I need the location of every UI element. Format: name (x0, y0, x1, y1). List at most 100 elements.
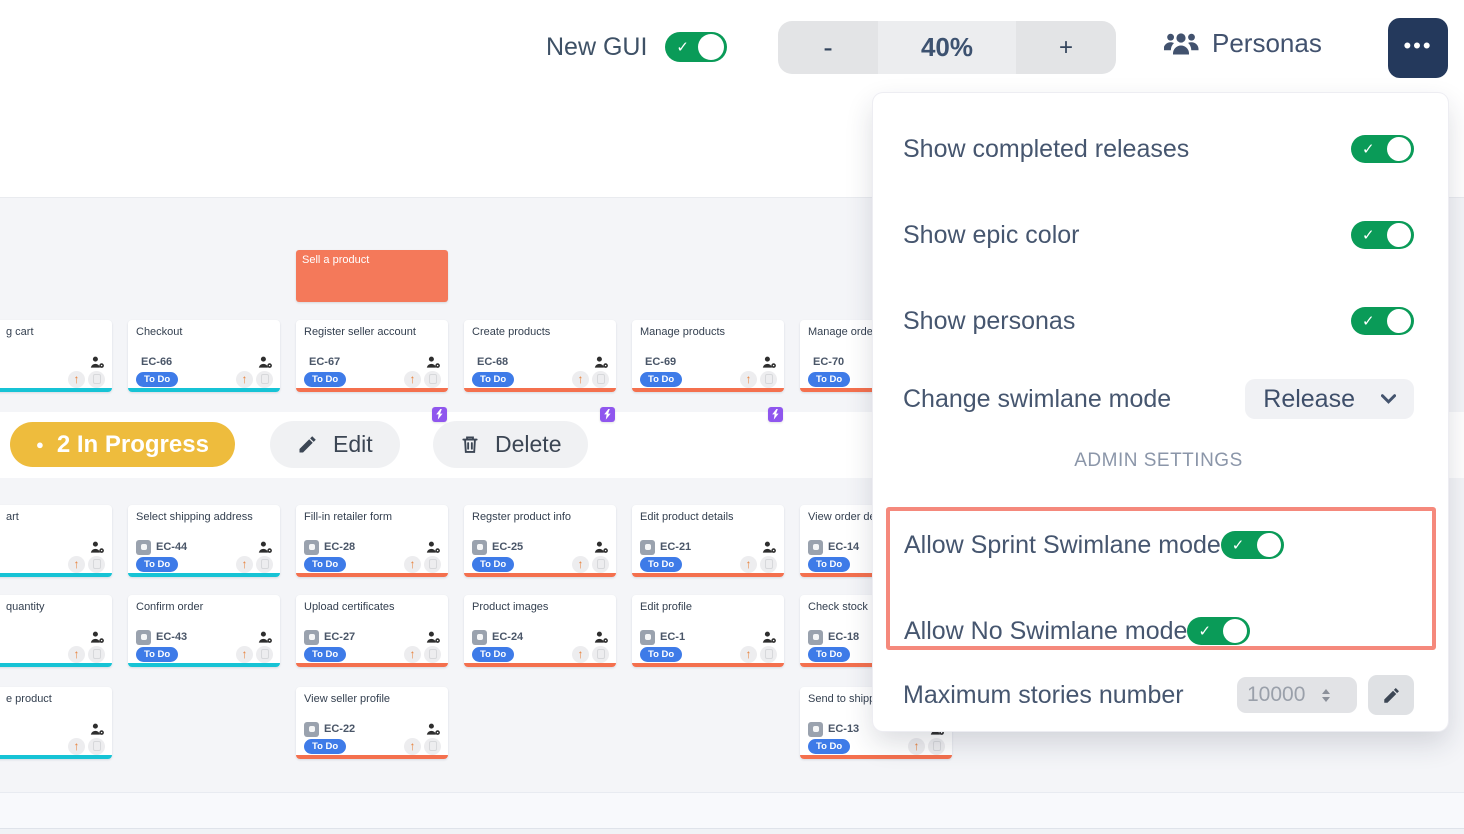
priority-up-icon[interactable] (572, 555, 589, 573)
ghost-action-icon[interactable] (760, 555, 777, 573)
new-gui-control: New GUI (546, 32, 728, 62)
priority-up-icon[interactable] (68, 370, 85, 388)
priority-up-icon[interactable] (404, 370, 421, 388)
ghost-action-icon[interactable] (592, 645, 609, 663)
priority-up-icon[interactable] (236, 370, 253, 388)
card-meta: EC-27 (304, 629, 441, 645)
settings-toggle-label: Show personas (903, 306, 1076, 335)
story-card[interactable]: Register seller account EC-67 To Do (296, 320, 615, 422)
priority-up-icon[interactable] (68, 555, 85, 573)
delete-button[interactable]: Delete (433, 421, 589, 468)
number-spinner-icon[interactable] (1305, 688, 1347, 702)
card-accent (296, 573, 448, 577)
story-card[interactable]: Product images EC-24 To Do (464, 595, 616, 667)
ghost-action-icon[interactable] (256, 370, 273, 388)
admin-toggle[interactable] (1187, 617, 1251, 645)
admin-toggle[interactable] (1220, 531, 1284, 559)
ghost-action-icon[interactable] (424, 555, 441, 573)
release-status-badge[interactable]: ● 2 In Progress (10, 422, 235, 467)
story-card[interactable]: Upload certificates EC-27 To Do (296, 595, 448, 667)
story-card[interactable]: Create products EC-68 To Do (464, 320, 783, 422)
card-actions (572, 555, 609, 573)
settings-toggle[interactable] (1351, 307, 1414, 335)
story-card[interactable]: e product (0, 687, 112, 759)
story-type-icon (304, 629, 319, 645)
ghost-action-icon[interactable] (424, 645, 441, 663)
card-meta: EC-43 (136, 629, 273, 645)
priority-up-icon[interactable] (908, 737, 925, 755)
settings-toggle[interactable] (1351, 135, 1414, 163)
ghost-action-icon[interactable] (592, 370, 609, 388)
priority-up-icon[interactable] (740, 645, 757, 663)
story-card[interactable]: Regster product info EC-25 To Do (464, 505, 616, 577)
ghost-action-icon[interactable] (88, 555, 105, 573)
personas-button[interactable]: Personas (1164, 28, 1322, 59)
ghost-action-icon[interactable] (256, 555, 273, 573)
story-card[interactable]: Fill-in retailer form EC-28 To Do (296, 505, 448, 577)
swimlane-select[interactable]: Release (1245, 379, 1414, 419)
priority-up-icon[interactable] (404, 645, 421, 663)
story-card[interactable]: Edit profile EC-1 To Do (632, 595, 784, 667)
priority-up-icon[interactable] (68, 645, 85, 663)
story-card[interactable]: Edit product details EC-21 To Do (632, 505, 784, 577)
ghost-action-icon[interactable] (256, 645, 273, 663)
story-card[interactable]: Checkout EC-66 To Do (128, 320, 447, 422)
ghost-action-icon[interactable] (760, 645, 777, 663)
card-id: EC-68 (477, 356, 509, 368)
priority-up-icon[interactable] (236, 555, 253, 573)
ghost-action-icon[interactable] (592, 555, 609, 573)
ghost-action-icon[interactable] (760, 370, 777, 388)
story-card[interactable]: g cart (0, 320, 112, 392)
priority-up-icon[interactable] (404, 737, 421, 755)
card-title: Register seller account (304, 326, 416, 338)
ghost-action-icon[interactable] (88, 645, 105, 663)
story-card[interactable]: View seller profile EC-22 To Do (296, 687, 448, 759)
card-id: EC-22 (324, 723, 356, 735)
status-badge: To Do (640, 371, 683, 387)
status-badge: To Do (304, 371, 347, 387)
edit-max-stories-button[interactable] (1368, 675, 1414, 715)
priority-up-icon[interactable] (740, 370, 757, 388)
card-meta: EC-44 (136, 539, 273, 555)
new-gui-toggle[interactable] (665, 32, 728, 62)
ghost-action-icon[interactable] (88, 370, 105, 388)
epic-type-icon (768, 407, 783, 422)
story-card[interactable]: Manage products EC-69 To Do (632, 320, 951, 422)
ellipsis-icon: ••• (1403, 33, 1433, 58)
card-foot (0, 370, 105, 388)
card-actions (68, 370, 105, 388)
ghost-action-icon[interactable] (928, 737, 945, 755)
edit-button[interactable]: Edit (270, 421, 400, 468)
card-id: EC-67 (309, 356, 341, 368)
assignee-icon (90, 631, 105, 644)
epic-type-icon (432, 407, 447, 422)
assignee-icon (594, 631, 609, 644)
story-card[interactable]: Select shipping address EC-44 To Do (128, 505, 280, 577)
epic-card[interactable]: Sell a product (296, 250, 448, 302)
zoom-in-button[interactable]: + (1016, 21, 1116, 74)
ghost-action-icon[interactable] (424, 737, 441, 755)
story-card[interactable]: Confirm order EC-43 To Do (128, 595, 280, 667)
priority-up-icon[interactable] (572, 370, 589, 388)
ghost-action-icon[interactable] (88, 737, 105, 755)
admin-settings-heading: ADMIN SETTINGS (1074, 450, 1243, 471)
priority-up-icon[interactable] (740, 555, 757, 573)
max-stories-input[interactable]: 10000 (1237, 677, 1357, 713)
story-card[interactable]: art (0, 505, 112, 577)
priority-up-icon[interactable] (572, 645, 589, 663)
assignee-icon (258, 356, 273, 369)
priority-up-icon[interactable] (404, 555, 421, 573)
settings-toggle[interactable] (1351, 221, 1414, 249)
zoom-out-button[interactable]: - (778, 21, 878, 74)
card-accent (0, 573, 112, 577)
ghost-action-icon[interactable] (424, 370, 441, 388)
card-accent (464, 388, 616, 392)
card-actions (404, 645, 441, 663)
story-card[interactable]: quantity (0, 595, 112, 667)
story-type-icon (808, 629, 823, 645)
priority-up-icon[interactable] (68, 737, 85, 755)
card-id: EC-14 (828, 541, 860, 553)
more-options-button[interactable]: ••• (1388, 18, 1448, 78)
priority-up-icon[interactable] (236, 645, 253, 663)
card-title: View seller profile (304, 693, 391, 705)
